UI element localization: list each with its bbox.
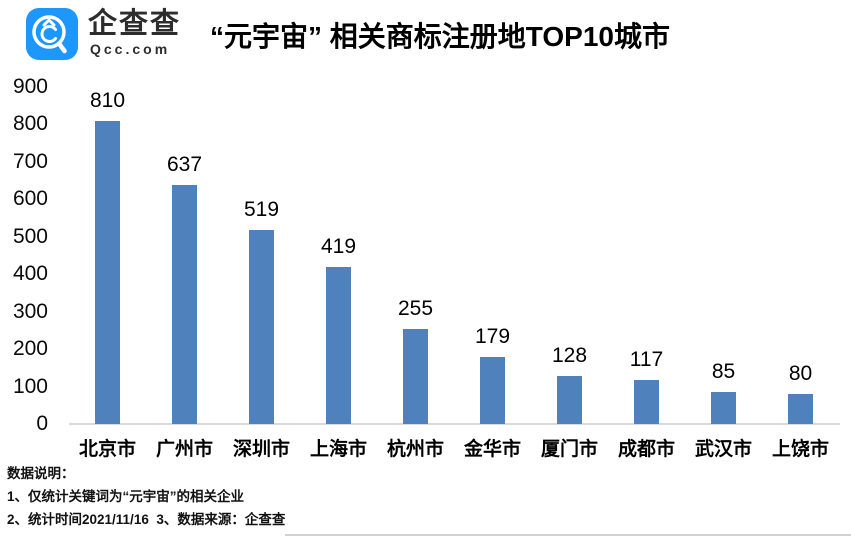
value-label-6: 128 <box>551 344 588 367</box>
y-tick-100: 100 <box>12 374 48 398</box>
bar-group-9: 80 上饶市 <box>762 80 839 466</box>
category-label-8: 武汉市 <box>694 439 752 460</box>
y-tick-500: 500 <box>12 224 48 248</box>
y-tick-300: 300 <box>12 299 48 323</box>
bar-group-5: 179 金华市 <box>454 80 531 466</box>
value-label-8: 85 <box>711 360 736 383</box>
y-tick-0: 0 <box>36 412 48 435</box>
y-tick-400: 400 <box>12 262 48 286</box>
category-label-1: 广州市 <box>155 439 213 460</box>
bar-5 <box>480 357 505 424</box>
bar-0 <box>95 121 120 424</box>
bar-2 <box>249 230 274 424</box>
value-label-9: 80 <box>788 362 813 385</box>
plot-area: 810 北京市 637 广州市 519 深圳市 419 上海市 255 杭州市 179 金华市 128 厦… <box>69 80 851 466</box>
bar-1 <box>172 185 197 424</box>
brand-name-en: Qcc.com <box>90 41 171 57</box>
bar-3 <box>326 267 351 424</box>
bar-8 <box>711 392 736 424</box>
bar-9 <box>788 394 813 424</box>
category-label-6: 厦门市 <box>540 439 598 460</box>
notes-title: 数据说明： <box>7 466 75 481</box>
category-label-2: 深圳市 <box>232 439 290 460</box>
page-title: “元宇宙” 相关商标注册地TOP10城市 <box>210 21 670 52</box>
value-label-2: 519 <box>243 198 280 221</box>
y-tick-900: 900 <box>12 75 48 98</box>
category-label-9: 上饶市 <box>771 439 829 460</box>
y-tick-200: 200 <box>12 337 48 361</box>
bar-group-3: 419 上海市 <box>300 80 377 466</box>
value-label-4: 255 <box>397 297 434 320</box>
category-label-5: 金华市 <box>463 439 521 460</box>
category-label-7: 成都市 <box>617 439 675 460</box>
note-line-2: 2、统计时间2021/11/16 3、数据来源：企查查 <box>7 512 286 527</box>
value-label-0: 810 <box>89 89 126 112</box>
category-label-4: 杭州市 <box>386 439 444 460</box>
bar-group-6: 128 厦门市 <box>531 80 608 466</box>
bottom-divider <box>285 534 851 536</box>
y-axis: 900 800 700 600 500 400 300 200 100 0 <box>0 75 48 466</box>
bar-group-4: 255 杭州市 <box>377 80 454 466</box>
note-line-1: 1、仅统计关键词为“元宇宙”的相关企业 <box>7 489 245 504</box>
category-label-3: 上海市 <box>309 439 367 460</box>
bar-group-0: 810 北京市 <box>69 80 146 466</box>
y-tick-700: 700 <box>12 149 48 173</box>
bar-group-7: 117 成都市 <box>608 80 685 466</box>
brand-name-cn: 企查查 <box>88 8 182 40</box>
value-label-3: 419 <box>320 235 357 258</box>
bar-group-1: 637 广州市 <box>146 80 223 466</box>
value-label-5: 179 <box>474 325 511 348</box>
category-label-0: 北京市 <box>78 439 136 460</box>
bar-7 <box>634 380 659 424</box>
bar-chart: 900 800 700 600 500 400 300 200 100 0 810 北京市 637 广州… <box>0 75 851 466</box>
bar-6 <box>557 376 582 424</box>
y-tick-800: 800 <box>12 112 48 136</box>
bar-group-2: 519 深圳市 <box>223 80 300 466</box>
value-label-1: 637 <box>166 153 203 176</box>
x-axis-baseline <box>69 423 840 425</box>
bar-4 <box>403 329 428 424</box>
y-tick-600: 600 <box>12 187 48 211</box>
qcc-logo-icon <box>26 8 78 60</box>
value-label-7: 117 <box>629 348 664 371</box>
bar-group-8: 85 武汉市 <box>685 80 762 466</box>
